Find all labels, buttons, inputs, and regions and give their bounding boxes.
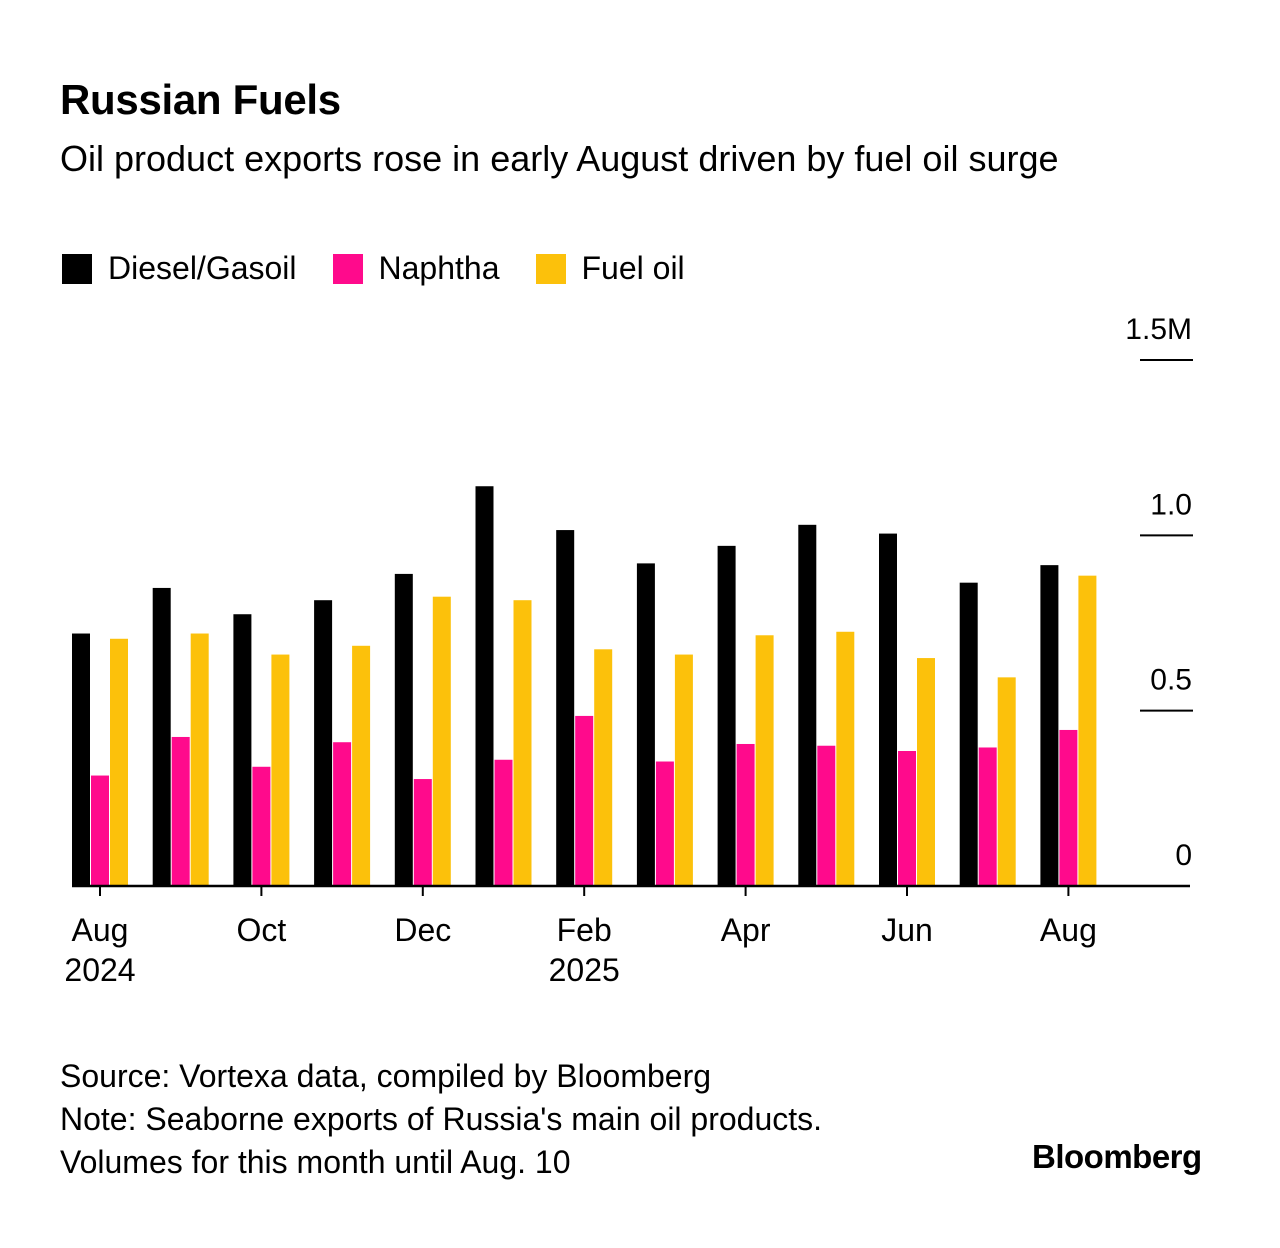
bar-diesel-gasoil-nov-2024 [314, 600, 333, 886]
bar-naphtha-may-2025 [817, 745, 836, 886]
footer-notes: Source: Vortexa data, compiled by Bloomb… [60, 1055, 822, 1184]
bar-diesel-gasoil-jun-2025 [879, 533, 897, 886]
bar-fuel-oil-mar-2025 [674, 654, 693, 886]
bar-naphtha-mar-2025 [655, 761, 674, 886]
x-tick-label: Oct [237, 912, 287, 948]
bar-fuel-oil-jul-2025 [997, 677, 1016, 886]
bar-naphtha-apr-2025 [736, 743, 755, 886]
bar-fuel-oil-jan-2025 [513, 600, 532, 886]
bar-fuel-oil-feb-2025 [594, 649, 613, 886]
bar-diesel-gasoil-feb-2025 [556, 530, 575, 886]
y-tick-label: 1.5M [1125, 313, 1192, 346]
legend-swatch-fuel-oil [535, 253, 566, 284]
legend-label-diesel: Diesel/Gasoil [108, 250, 297, 286]
chart-subtitle: Oil product exports rose in early August… [60, 138, 1059, 179]
bar-diesel-gasoil-sep-2024 [152, 587, 171, 886]
bar-diesel-gasoil-jul-2025 [959, 582, 978, 886]
legend-item-fuel-oil: Fuel oil [535, 250, 685, 287]
x-tick-label: Jun [881, 912, 933, 948]
bar-fuel-oil-aug-2024 [110, 638, 128, 886]
x-tick-label: Apr [721, 912, 771, 948]
y-tick-label: 0 [1175, 839, 1192, 872]
bar-diesel-gasoil-dec-2024 [394, 573, 413, 886]
bar-fuel-oil-sep-2024 [190, 633, 209, 886]
chart-title: Russian Fuels [60, 76, 341, 123]
legend-item-diesel: Diesel/Gasoil [62, 250, 297, 287]
note-text: Note: Seaborne exports of Russia's main … [60, 1101, 823, 1137]
bar-diesel-gasoil-may-2025 [798, 524, 817, 886]
bar-fuel-oil-apr-2025 [755, 635, 774, 886]
legend-label-naphtha: Naphtha [378, 250, 500, 286]
legend-swatch-naphtha [332, 253, 363, 284]
bar-fuel-oil-oct-2024 [271, 654, 290, 886]
x-tick-label: Aug [72, 912, 129, 948]
bar-naphtha-feb-2025 [575, 715, 594, 886]
legend-label-fuel-oil: Fuel oil [581, 250, 685, 286]
bar-naphtha-sep-2024 [171, 736, 190, 886]
bar-naphtha-jun-2025 [898, 750, 916, 886]
bar-diesel-gasoil-oct-2024 [233, 614, 252, 886]
bar-naphtha-aug-2024 [91, 775, 109, 886]
bar-diesel-gasoil-apr-2025 [717, 545, 736, 886]
bar-fuel-oil-may-2025 [836, 631, 855, 886]
y-tick-label: 1.0 [1150, 488, 1192, 521]
bar-naphtha-jul-2025 [978, 747, 997, 886]
bar-naphtha-nov-2024 [333, 742, 352, 886]
x-tick-label: Feb [557, 912, 612, 948]
x-tick-year-label: 2025 [549, 952, 620, 988]
x-tick-label: Dec [394, 912, 451, 948]
bar-fuel-oil-jun-2025 [917, 658, 935, 886]
legend-item-naphtha: Naphtha [332, 250, 500, 287]
bar-fuel-oil-dec-2024 [432, 596, 451, 886]
bar-diesel-gasoil-aug-2024 [72, 633, 90, 886]
note-text-2: Volumes for this month until Aug. 10 [60, 1144, 571, 1180]
bar-diesel-gasoil-jan-2025 [475, 486, 494, 886]
bar-diesel-gasoil-aug-2025 [1040, 565, 1059, 886]
y-tick-label: 0.5 [1150, 664, 1192, 697]
bloomberg-logo: Bloomberg [1032, 1138, 1202, 1175]
x-tick-year-label: 2024 [64, 952, 135, 988]
bar-naphtha-dec-2024 [413, 779, 432, 886]
source-text: Source: Vortexa data, compiled by Bloomb… [60, 1058, 712, 1094]
bar-fuel-oil-aug-2025 [1078, 575, 1097, 886]
bar-naphtha-aug-2025 [1059, 729, 1078, 886]
bar-naphtha-oct-2024 [252, 766, 271, 886]
bar-diesel-gasoil-mar-2025 [636, 563, 655, 886]
x-tick-label: Aug [1040, 912, 1097, 948]
legend-swatch-diesel [62, 253, 92, 284]
bar-fuel-oil-nov-2024 [352, 645, 371, 886]
bar-naphtha-jan-2025 [494, 759, 513, 886]
legend: Diesel/Gasoil Naphtha Fuel oil [62, 250, 721, 287]
